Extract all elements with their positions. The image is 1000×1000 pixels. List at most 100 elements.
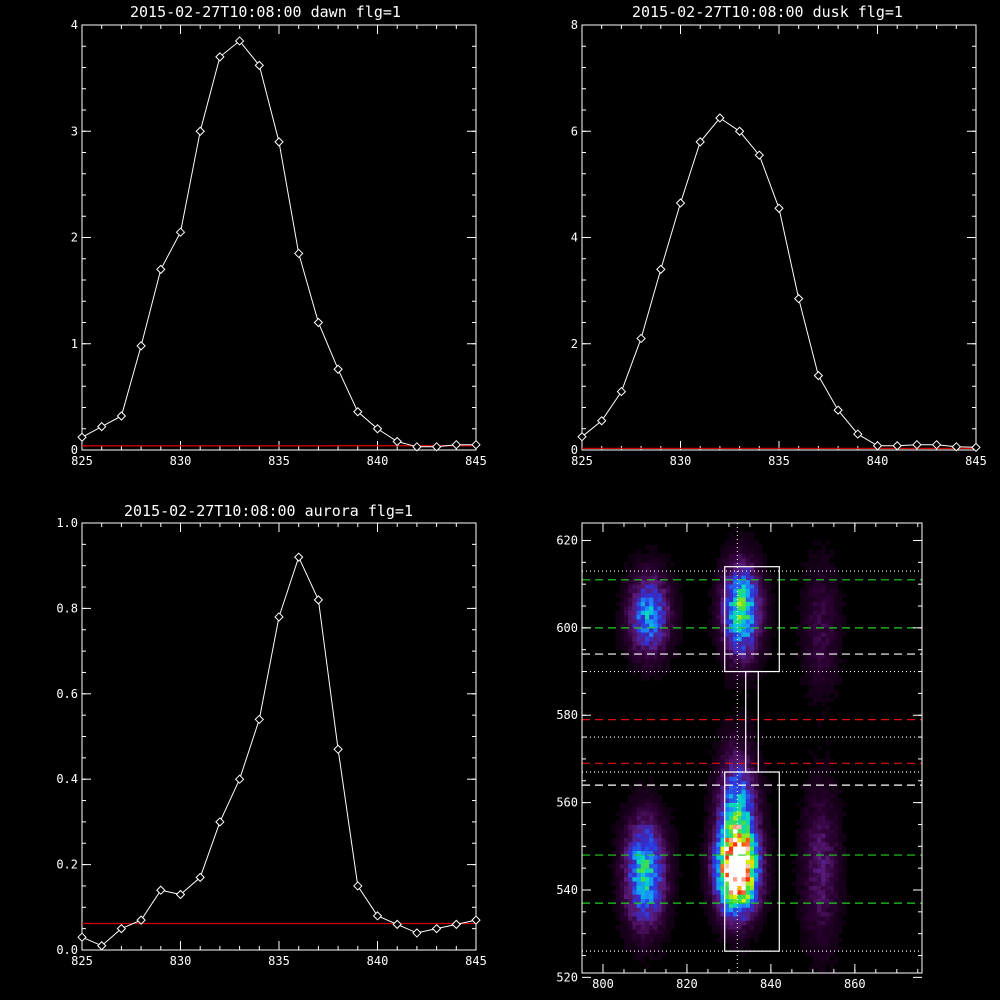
heatmap-pixel [804,601,809,607]
heatmap-pixel [758,780,763,786]
heatmap-pixel [817,907,822,913]
heatmap-pixel [657,820,663,825]
heatmap-pixel [623,911,629,917]
heatmap-pixel [657,868,663,873]
heatmap-pixel [657,627,663,633]
heatmap-pixel [636,802,642,808]
heatmap-pixel [661,645,667,650]
heatmap-pixel [619,645,625,650]
heatmap-pixel [728,654,734,659]
heatmap-pixel [817,640,822,646]
heatmap-pixel [636,636,642,642]
heatmap-pixel [838,614,843,620]
heatmap-pixel [712,776,717,782]
heatmap-pixel [674,876,679,882]
heatmap-pixel [657,946,663,952]
heatmap-pixel [766,863,772,869]
heatmap-pixel [825,662,830,668]
heatmap-pixel [720,872,726,878]
heatmap-pixel [678,636,684,642]
heatmap-pixel [724,640,730,646]
heatmap-pixel [812,911,818,917]
heatmap-pixel [733,745,738,751]
heatmap-pixel [703,894,709,900]
heatmap-pixel [817,951,822,956]
heatmap-pixel [728,531,734,537]
heatmap-pixel [636,916,642,921]
heatmap-pixel [653,592,658,598]
heatmap-pixel [644,557,650,563]
heatmap-pixel [712,767,717,773]
heatmap-pixel [812,579,818,585]
heatmap-pixel [842,868,847,873]
heatmap-pixel [833,907,839,913]
heatmap-pixel [636,575,642,581]
heatmap-pixel [762,793,767,799]
heatmap-pixel [741,584,747,589]
heatmap-pixel [670,614,675,620]
heatmap-pixel [657,955,663,961]
heatmap-pixel [829,881,835,886]
heatmap-pixel [636,850,642,856]
heatmap-pixel [749,780,755,786]
heatmap-pixel [716,815,721,821]
heatmap-pixel [728,588,734,594]
heatmap-pixel [615,623,621,629]
heatmap-pixel [699,903,705,908]
heatmap-pixel [720,903,726,908]
heatmap-pixel [741,592,747,598]
heatmap-pixel [733,693,738,699]
heatmap-pixel [812,955,818,961]
heatmap-pixel [737,732,742,738]
data-point-diamond [715,113,725,123]
heatmap-pixel [661,588,667,594]
heatmap-pixel [720,789,726,795]
heatmap-pixel [754,667,759,672]
heatmap-pixel [720,719,726,725]
heatmap-pixel [749,544,755,550]
heatmap-pixel [716,619,721,624]
heatmap-pixel [758,828,763,834]
heatmap-pixel [707,846,713,851]
heatmap-pixel [611,841,616,847]
heatmap-pixel [653,824,658,830]
heatmap-pixel [754,544,759,550]
heatmap-pixel [661,876,667,882]
heatmap-pixel [842,920,847,926]
heatmap-pixel [791,868,797,873]
heatmap-pixel [821,903,826,908]
heatmap-pixel [632,610,637,616]
heatmap-pixel [636,632,642,637]
heatmap-pixel [829,924,835,930]
heatmap-pixel [661,837,667,843]
heatmap-pixel [665,636,671,642]
heatmap-pixel [796,872,801,878]
heatmap-pixel [745,785,751,790]
heatmap-pixel [644,907,650,913]
heatmap-pixel [733,627,738,633]
heatmap-pixel [833,833,839,838]
heatmap-pixel [733,737,738,742]
heatmap-pixel [741,662,747,668]
heatmap-pixel [674,855,679,860]
heatmap-pixel [649,824,654,830]
heatmap-pixel [628,667,633,672]
heatmap-pixel [644,850,650,856]
heatmap-pixel [720,566,726,572]
data-point-diamond [471,915,481,925]
heatmap-pixel [632,645,637,650]
heatmap-pixel [821,876,826,882]
heatmap-pixel [808,898,814,904]
heatmap-pixel [712,785,717,790]
heatmap-pixel [766,785,772,790]
heatmap-pixel [796,846,801,851]
heatmap-pixel [632,929,637,934]
heatmap-pixel [657,837,663,843]
heatmap-pixel [741,898,747,904]
heatmap-pixel [741,549,747,554]
heatmap-pixel [665,640,671,646]
heatmap-pixel [724,732,730,738]
heatmap-pixel [670,868,675,873]
heatmap-pixel [720,820,726,825]
heatmap-pixel [825,885,830,891]
